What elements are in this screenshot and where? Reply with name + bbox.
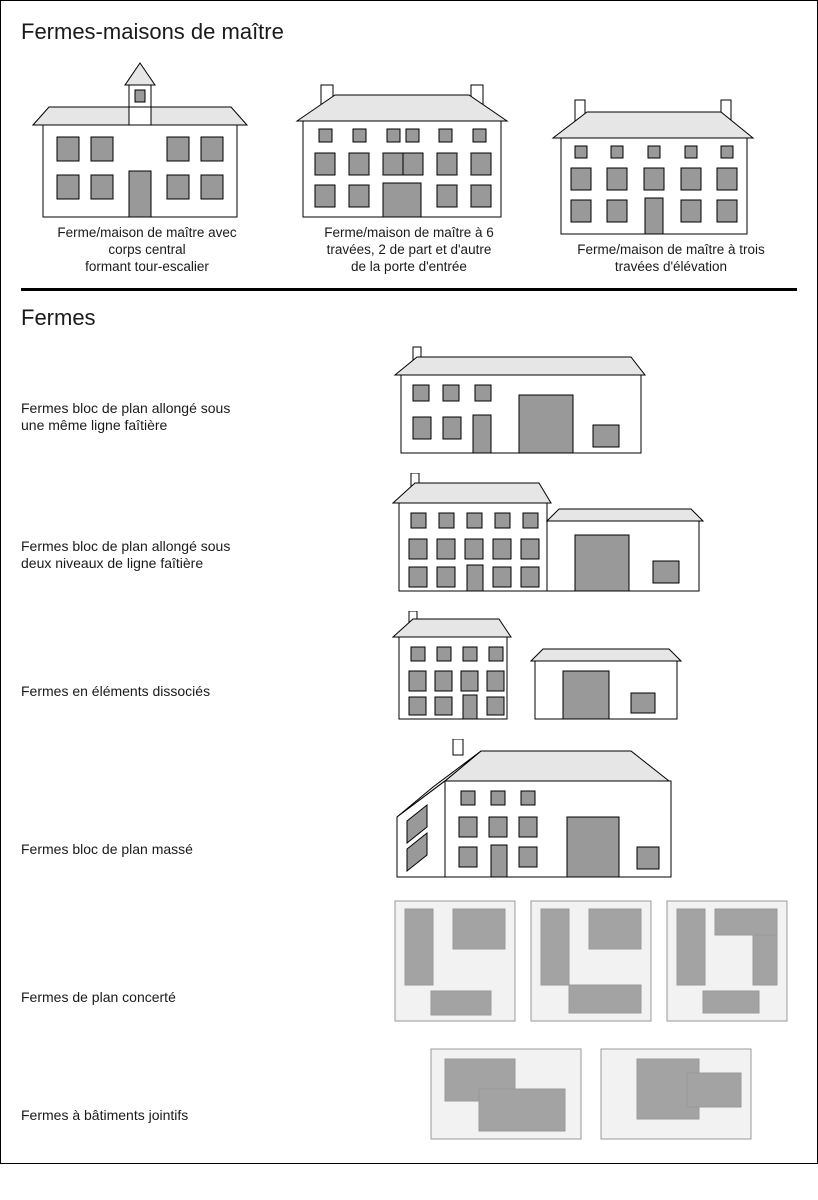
ferme-jointifs: Fermes à bâtiments jointifs bbox=[21, 1045, 797, 1145]
ferme-dissocies-svg bbox=[391, 611, 797, 721]
section-title-2: Fermes bbox=[21, 305, 797, 331]
ferme-masse-svg bbox=[391, 739, 797, 879]
ferme-allonge: Fermes bloc de plan allongé sousune même… bbox=[21, 345, 797, 455]
ferme-allonge-svg bbox=[391, 345, 797, 455]
ferme-2niveaux: Fermes bloc de plan allongé sousdeux niv… bbox=[21, 473, 797, 593]
house-tower: Ferme/maison de maître aveccorps central… bbox=[21, 59, 273, 276]
section-title-1: Fermes-maisons de maître bbox=[21, 19, 797, 45]
ferme-masse: Fermes bloc de plan massé bbox=[21, 739, 797, 879]
ferme-2niveaux-label: Fermes bloc de plan allongé sousdeux niv… bbox=[21, 538, 391, 593]
house-6bays-svg bbox=[283, 59, 521, 219]
house-tower-svg bbox=[21, 59, 259, 219]
house-3levels-caption: Ferme/maison de maître à troistravées d'… bbox=[545, 242, 797, 276]
ferme-jointifs-svg bbox=[391, 1045, 797, 1145]
ferme-allonge-label: Fermes bloc de plan allongé sousune même… bbox=[21, 400, 391, 455]
top-row: Ferme/maison de maître aveccorps central… bbox=[21, 59, 797, 276]
ferme-masse-label: Fermes bloc de plan massé bbox=[21, 841, 391, 879]
section-divider bbox=[21, 288, 797, 291]
ferme-concerte-svg bbox=[391, 897, 797, 1027]
ferme-concerte-label: Fermes de plan concerté bbox=[21, 989, 391, 1027]
house-3levels-svg bbox=[545, 76, 763, 236]
house-3levels: Ferme/maison de maître à troistravées d'… bbox=[545, 76, 797, 276]
ferme-concerte: Fermes de plan concerté bbox=[21, 897, 797, 1027]
ferme-2niveaux-svg bbox=[391, 473, 797, 593]
ferme-dissocies-label: Fermes en éléments dissociés bbox=[21, 683, 391, 721]
house-6bays-caption: Ferme/maison de maître à 6travées, 2 de … bbox=[283, 225, 535, 276]
ferme-jointifs-label: Fermes à bâtiments jointifs bbox=[21, 1107, 391, 1145]
house-6bays: Ferme/maison de maître à 6travées, 2 de … bbox=[283, 59, 535, 276]
ferme-dissocies: Fermes en éléments dissociés bbox=[21, 611, 797, 721]
house-tower-caption: Ferme/maison de maître aveccorps central… bbox=[21, 225, 273, 276]
